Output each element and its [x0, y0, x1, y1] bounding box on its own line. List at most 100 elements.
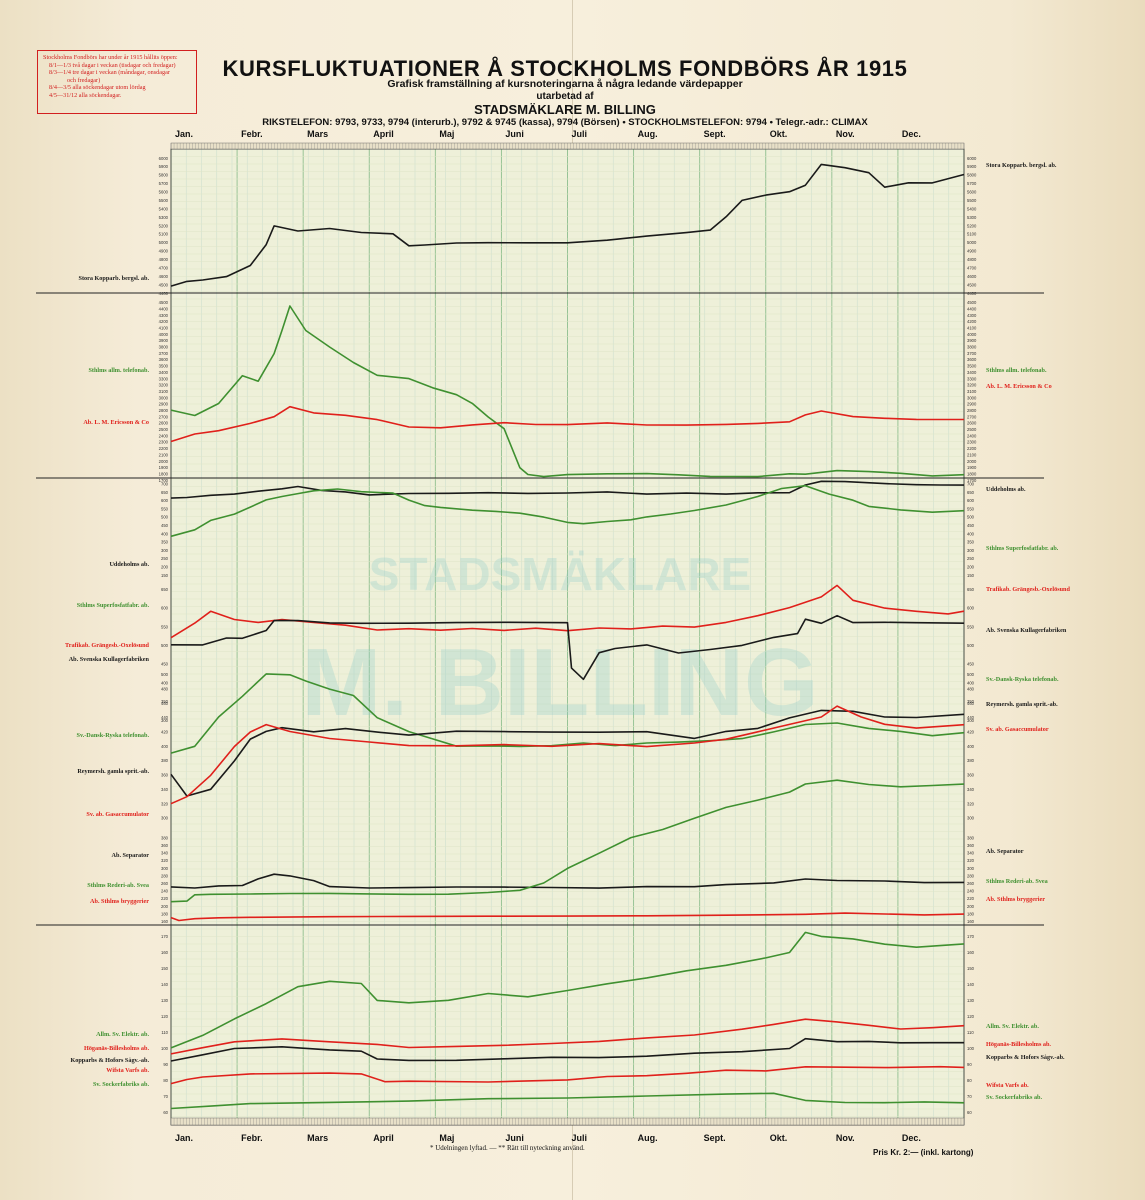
y-tick-label: 350: [967, 699, 975, 704]
notice-line: 8/4—3/5 alla söckendagar utom lördag: [49, 84, 146, 92]
y-tick-label: 140: [967, 982, 975, 987]
y-tick-label: 1900: [159, 465, 169, 470]
y-tick-label: 280: [967, 873, 975, 878]
y-tick-label: 320: [161, 858, 169, 863]
chart-subtitle: Grafisk framställning af kursnoteringarn…: [387, 78, 743, 90]
series-label-left: Trafikab. Grängesb.-Oxelösund: [65, 642, 150, 649]
y-tick-label: 2500: [159, 427, 169, 432]
y-tick-label: 2900: [967, 402, 977, 407]
y-tick-label: 5900: [159, 164, 169, 169]
y-tick-label: 5600: [159, 190, 169, 195]
month-label: Mars: [307, 129, 328, 139]
broker-name: STADSMÄKLARE M. BILLING: [474, 102, 656, 117]
y-tick-label: 440: [161, 715, 169, 720]
grid: [170, 148, 965, 1125]
footnote: * Udelningen lyftad. — ** Rätt till nyte…: [430, 1144, 585, 1152]
y-tick-label: 2700: [159, 414, 169, 419]
y-tick-label: 4100: [159, 326, 169, 331]
y-tick-label: 160: [967, 950, 975, 955]
series-line: [170, 614, 965, 681]
series-label-left: Ab. L. M. Ericsson & Co: [83, 419, 149, 426]
y-tick-label: 220: [161, 896, 169, 901]
series-label-left: Sv.-Dansk-Ryska telefonab.: [77, 732, 150, 739]
y-tick-label: 2100: [159, 452, 169, 457]
series-line: [170, 1037, 964, 1062]
y-tick-label: 120: [161, 1014, 169, 1019]
y-tick-label: 500: [967, 515, 975, 520]
y-tick-label: 450: [967, 662, 975, 667]
y-tick-label: 450: [967, 523, 975, 528]
y-tick-label: 4600: [159, 274, 169, 279]
y-tick-label: 4300: [159, 313, 169, 318]
y-tick-label: 4400: [159, 306, 169, 311]
y-tick-label: 4400: [967, 291, 977, 296]
month-label: Juni: [505, 1133, 524, 1143]
y-tick-label: 300: [967, 866, 975, 871]
month-label: Dec.: [902, 1133, 921, 1143]
y-tick-label: 70: [163, 1094, 168, 1099]
y-tick-label: 110: [161, 1030, 168, 1035]
y-tick-label: 2300: [159, 440, 169, 445]
y-tick-label: 5400: [159, 206, 169, 211]
y-tick-label: 250: [967, 556, 975, 561]
y-tick-label: 240: [161, 889, 169, 894]
month-label: Okt.: [770, 1133, 788, 1143]
y-tick-label: 280: [161, 873, 169, 878]
y-tick-label: 380: [161, 835, 169, 840]
month-label: Maj: [439, 1133, 454, 1143]
y-tick-label: 360: [161, 843, 169, 848]
series-label-right: Sv. Sockerfabriks ab.: [986, 1094, 1042, 1101]
series-line: [170, 1018, 965, 1055]
y-tick-label: 90: [967, 1062, 972, 1067]
y-tick-label: 200: [161, 904, 169, 909]
y-tick-label: 650: [967, 587, 975, 592]
y-tick-label: 450: [161, 662, 169, 667]
y-tick-label: 350: [161, 699, 169, 704]
y-tick-label: 340: [967, 787, 975, 792]
y-tick-label: 550: [967, 624, 975, 629]
y-tick-label: 5100: [967, 232, 977, 237]
y-tick-label: 300: [967, 718, 975, 723]
y-tick-label: 3700: [159, 351, 169, 356]
y-tick-label: 460: [161, 701, 169, 706]
y-tick-label: 4500: [159, 282, 169, 287]
y-tick-label: 260: [161, 881, 169, 886]
month-label: Dec.: [902, 129, 921, 139]
y-tick-label: 2800: [159, 408, 169, 413]
month-label: Juni: [505, 129, 524, 139]
y-tick-label: 3000: [159, 395, 169, 400]
prepared-by: utarbetad af: [536, 91, 594, 102]
y-tick-label: 5100: [159, 232, 169, 237]
y-tick-label: 80: [967, 1078, 972, 1083]
y-tick-label: 650: [161, 490, 169, 495]
y-tick-label: 110: [967, 1030, 974, 1035]
y-tick-label: 5300: [967, 215, 977, 220]
y-tick-label: 5900: [967, 164, 977, 169]
series-label-right: Ab. Sthlms bryggerier: [986, 896, 1045, 903]
y-tick-label: 3400: [159, 370, 169, 375]
telephone-line: RIKSTELEFON: 9793, 9733, 9794 (interurb.…: [262, 117, 868, 128]
series-label-right: Trafikab. Grängesb.-Oxelösund: [986, 586, 1071, 593]
series-label-left: Allm. Sv. Elektr. ab.: [96, 1031, 149, 1038]
y-tick-label: 2300: [967, 440, 977, 445]
y-tick-label: 3600: [159, 357, 169, 362]
y-tick-label: 130: [161, 998, 169, 1003]
y-tick-label: 500: [161, 643, 169, 648]
series-line: [170, 931, 965, 1049]
y-tick-label: 5700: [159, 181, 169, 186]
y-tick-label: 4500: [967, 282, 977, 287]
y-tick-label: 300: [161, 718, 169, 723]
series-label-right: Ab. Svenska Kullagerfabriken: [986, 627, 1067, 634]
series-line: [170, 480, 965, 499]
y-tick-label: 450: [161, 523, 169, 528]
y-tick-label: 4800: [159, 257, 169, 262]
y-tick-label: 150: [161, 573, 169, 578]
y-tick-label: 5300: [159, 215, 169, 220]
y-tick-label: 300: [967, 816, 975, 821]
y-tick-label: 300: [161, 866, 169, 871]
y-tick-label: 1700: [967, 478, 977, 483]
series-line: [170, 779, 965, 903]
y-tick-label: 200: [161, 564, 169, 569]
y-tick-label: 3300: [159, 376, 169, 381]
